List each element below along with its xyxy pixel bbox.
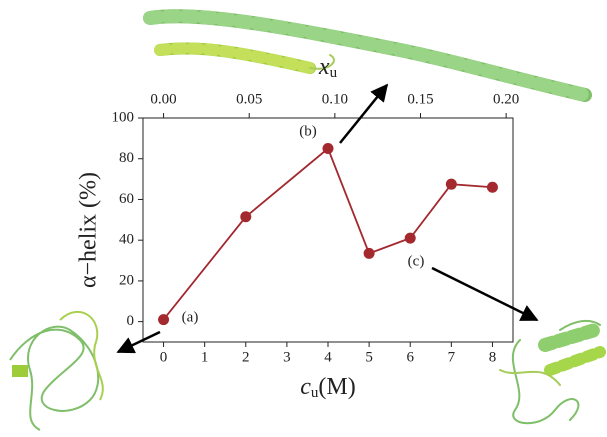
annotation: (b): [299, 123, 317, 139]
x-axis-label: cu(M): [300, 374, 355, 402]
annotation: (c): [408, 253, 425, 269]
x-tick-label: 4: [324, 349, 332, 365]
x-label-unit: (M): [318, 374, 355, 400]
point: [405, 233, 416, 244]
x-tick-label: 6: [406, 349, 414, 365]
chart: α−helix (%) cu(M) xu 0204060801000123456…: [0, 0, 607, 437]
protein-helix-top: [150, 16, 585, 95]
series-line: [164, 149, 493, 320]
point: [364, 248, 375, 259]
annotation-arrow: [432, 268, 537, 320]
x-tick-label: 5: [365, 349, 373, 365]
y-tick-label: 100: [112, 109, 135, 125]
point: [323, 143, 334, 154]
y-tick-label: 80: [119, 150, 134, 166]
x2-label-sub: u: [330, 65, 338, 81]
point: [158, 314, 169, 325]
x-tick-label: 3: [283, 349, 291, 365]
point: [487, 182, 498, 193]
x2-label-var: x: [318, 54, 330, 80]
x-tick-label: 0: [160, 349, 168, 365]
x2-tick-label: 0.20: [493, 91, 519, 107]
x2-tick-label: 0.05: [236, 91, 262, 107]
y-tick-label: 0: [127, 313, 135, 329]
x2-axis-label: xu: [318, 54, 338, 82]
x-tick-label: 8: [489, 349, 497, 365]
x2-tick-label: 0.15: [407, 91, 433, 107]
point: [446, 179, 457, 190]
annotation: (a): [182, 309, 199, 325]
point: [240, 211, 251, 222]
x-tick-label: 7: [448, 349, 456, 365]
x2-tick-label: 0.10: [322, 91, 348, 107]
y-tick-label: 20: [119, 272, 134, 288]
x-tick-label: 1: [201, 349, 209, 365]
y-axis-label: α−helix (%): [76, 172, 102, 288]
x-label-var: c: [300, 374, 311, 400]
x-tick-label: 2: [242, 349, 250, 365]
y-tick-label: 60: [119, 191, 134, 207]
y-tick-label: 40: [119, 232, 134, 248]
protein-partial-right: [500, 321, 600, 423]
x2-tick-label: 0.00: [150, 91, 176, 107]
protein-unfolded-left: [10, 312, 103, 430]
page: {"chart_data": {"type": "line", "ylabel"…: [0, 0, 607, 437]
